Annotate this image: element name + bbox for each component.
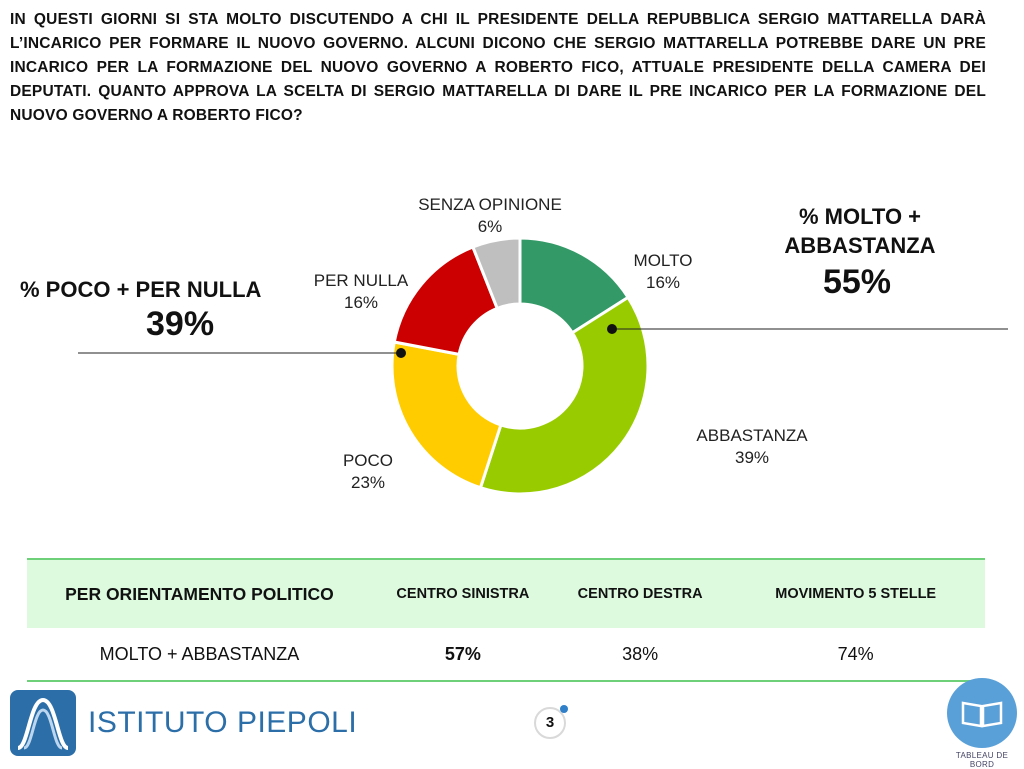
table-header-cell: CENTRO DESTRA <box>553 558 727 628</box>
tableau-circle <box>947 678 1017 748</box>
table-header-row: PER ORIENTAMENTO POLITICO CENTRO SINISTR… <box>27 558 985 628</box>
slice-label: SENZA OPINIONE <box>418 195 562 214</box>
slice-label: ABBASTANZA <box>696 426 808 445</box>
question-text: IN QUESTI GIORNI SI STA MOLTO DISCUTENDO… <box>10 11 986 124</box>
slice-label: POCO <box>343 451 393 470</box>
summary-leader-lines <box>78 324 1008 358</box>
page-number-text: 3 <box>545 714 555 731</box>
leader-dot-right <box>607 324 617 334</box>
breakdown-table: PER ORIENTAMENTO POLITICO CENTRO SINISTR… <box>27 558 985 682</box>
slice-value-label: 39% <box>735 448 769 467</box>
donut-slice-senza-opinione <box>470 236 522 311</box>
table-header-cell: CENTRO SINISTRA <box>371 558 554 628</box>
summary-negative: % POCO + PER NULLA 39% <box>20 276 320 344</box>
summary-positive: % MOLTO + ABBASTANZA 55% <box>740 202 980 304</box>
donut-slice-abbastanza <box>478 295 650 496</box>
summary-positive-value: 55% <box>822 263 892 301</box>
table-header-cell: MOVIMENTO 5 STELLE <box>726 558 985 628</box>
brand-logo: ISTITUTO PIEPOLI <box>10 690 357 756</box>
table-cell: 74% <box>726 628 985 682</box>
donut-slices <box>390 236 650 496</box>
tableau-caption: TABLEAU DE BORD <box>955 751 1009 769</box>
leader-dot-left <box>396 348 406 358</box>
open-book-icon <box>961 701 1003 728</box>
donut-chart: MOLTO 16% ABBASTANZA 39% POCO 23% PER NULLA 16%… <box>78 195 1008 496</box>
table-cell: 38% <box>553 628 727 682</box>
tableau-badge: TABLEAU DE BORD <box>945 678 1019 769</box>
slice-value-label: 16% <box>646 273 680 292</box>
donut-labels: MOLTO 16% ABBASTANZA 39% POCO 23% PER NULLA 16%… <box>314 195 808 492</box>
slice-value-label: 16% <box>344 293 378 312</box>
brand-name: ISTITUTO PIEPOLI <box>88 706 358 739</box>
summary-positive-label: % MOLTO + ABBASTANZA <box>784 204 936 258</box>
summary-negative-label: % POCO + PER NULLA <box>20 277 262 302</box>
slice-label: PER NULLA <box>314 271 409 290</box>
page-dot <box>560 705 568 713</box>
summary-negative-value: 39% <box>146 305 215 343</box>
donut-slice-poco <box>390 340 503 490</box>
slice-value-label: 6% <box>478 217 503 236</box>
slice-label: MOLTO <box>634 251 693 270</box>
table-row: MOLTO + ABBASTANZA 57% 38% 74% <box>27 628 985 682</box>
table-cell: MOLTO + ABBASTANZA <box>27 628 372 682</box>
page-number: 3 <box>534 705 568 739</box>
piepoli-logo-icon <box>10 690 76 756</box>
table-cell: 57% <box>371 628 554 682</box>
slice-value-label: 23% <box>351 473 385 492</box>
table-header-cell: PER ORIENTAMENTO POLITICO <box>27 558 372 628</box>
